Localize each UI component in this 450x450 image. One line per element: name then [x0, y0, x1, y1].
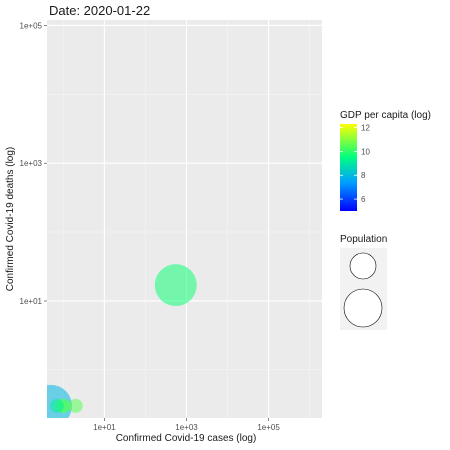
x-tick-label: 1e+03: [175, 423, 198, 432]
color-legend-title: GDP per capita (log): [340, 110, 431, 121]
color-bar: [340, 124, 357, 211]
size-legend-title: Population: [340, 234, 387, 245]
color-tick-label: 10: [361, 147, 370, 156]
color-tick-label: 8: [361, 171, 366, 180]
data-point: [154, 264, 197, 307]
color-tick-label: 12: [361, 124, 370, 133]
y-tick-label: 1e+03: [20, 159, 43, 168]
color-legend: GDP per capita (log) 12 10 8 6: [340, 110, 431, 211]
y-tick-label: 1e+01: [20, 297, 43, 306]
size-key-small: [349, 252, 377, 280]
data-point: [49, 398, 64, 413]
color-tick-label: 6: [361, 195, 366, 204]
plot-panel: [47, 20, 322, 418]
y-axis: 1e+01 1e+03 1e+05: [20, 21, 47, 306]
y-axis-label: Confirmed Covid-19 deaths (log): [5, 147, 16, 292]
chart-title: Date: 2020-01-22: [49, 3, 150, 18]
size-key-large: [343, 288, 383, 328]
x-tick-label: 1e+05: [257, 423, 280, 432]
color-legend-ticks: 12 10 8 6: [340, 124, 370, 204]
data-points: [47, 264, 197, 418]
y-tick-label: 1e+05: [20, 21, 43, 30]
x-tick-label: 1e+01: [93, 423, 116, 432]
size-legend: Population: [340, 234, 387, 330]
data-point: [68, 398, 83, 413]
x-axis-label: Confirmed Covid-19 cases (log): [116, 433, 257, 444]
x-axis: 1e+01 1e+03 1e+05: [93, 418, 280, 432]
